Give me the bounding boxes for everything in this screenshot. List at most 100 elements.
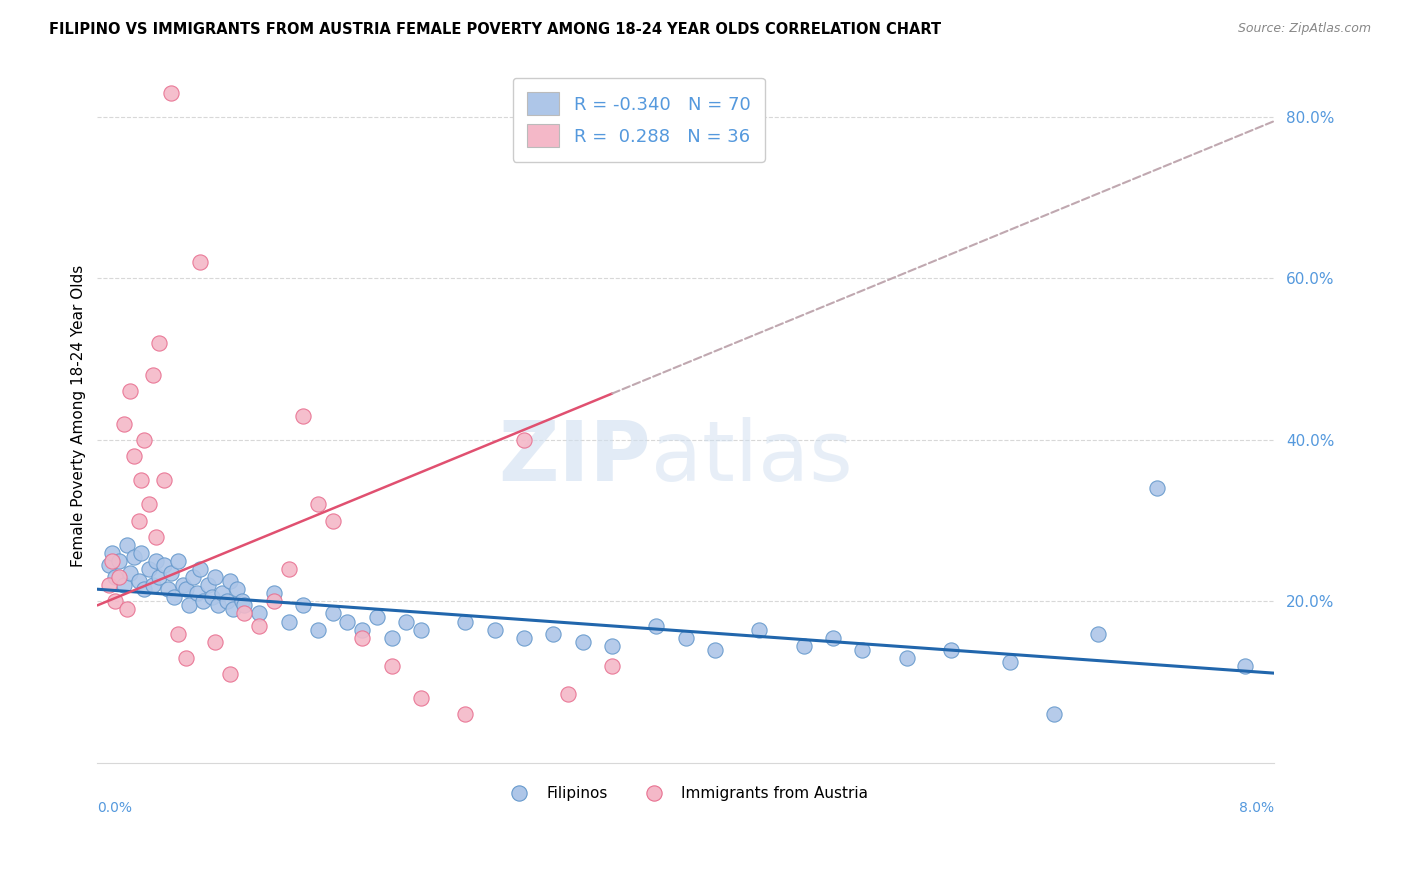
Point [484,623,506,637]
Point [201,591,224,605]
Point [128,574,150,589]
Point [381,659,404,673]
Point [112,578,135,592]
Point [181,570,204,584]
Point [263,594,285,608]
Point [292,409,315,423]
Point [128,514,150,528]
Point [148,570,170,584]
Point [454,707,477,722]
Point [1042,707,1064,722]
Point [188,255,211,269]
Point [112,417,135,431]
Point [1146,481,1168,495]
Point [118,566,141,580]
Point [98,558,121,572]
Point [222,602,245,616]
Point [115,538,138,552]
Point [215,594,238,608]
Point [156,582,179,597]
Point [197,578,219,592]
Point [939,642,962,657]
Point [336,615,359,629]
Text: 8.0%: 8.0% [1239,801,1274,815]
Point [247,607,270,621]
Point [207,599,229,613]
Point [101,554,124,568]
Point [167,554,190,568]
Point [409,691,432,706]
Point [211,586,233,600]
Point [118,384,141,399]
Point [292,599,315,613]
Point [247,618,270,632]
Point [186,586,208,600]
Point [188,562,211,576]
Point [115,602,138,616]
Text: ZIP: ZIP [498,417,651,498]
Point [101,546,124,560]
Point [322,514,344,528]
Point [352,623,374,637]
Point [233,599,256,613]
Point [98,578,121,592]
Point [793,639,815,653]
Point [307,498,329,512]
Point [381,631,404,645]
Point [602,639,624,653]
Point [233,607,256,621]
Point [142,578,165,592]
Point [193,594,215,608]
Text: Source: ZipAtlas.com: Source: ZipAtlas.com [1237,22,1371,36]
Point [675,631,697,645]
Point [513,631,536,645]
Point [104,594,127,608]
Point [704,642,727,657]
Point [160,86,183,100]
Legend: Filipinos, Immigrants from Austria: Filipinos, Immigrants from Austria [498,780,875,807]
Point [851,642,873,657]
Point [131,473,153,487]
Point [896,650,918,665]
Point [218,667,240,681]
Point [263,586,285,600]
Point [602,659,624,673]
Point [307,623,329,637]
Point [231,594,253,608]
Point [543,626,565,640]
Point [145,554,167,568]
Text: 0.0%: 0.0% [97,801,132,815]
Point [163,591,186,605]
Point [557,687,579,701]
Point [142,368,165,383]
Point [160,566,183,580]
Point [395,615,418,629]
Text: atlas: atlas [651,417,852,498]
Point [148,336,170,351]
Point [145,530,167,544]
Point [226,582,249,597]
Point [134,433,156,447]
Point [366,610,388,624]
Point [352,631,374,645]
Point [122,549,145,564]
Point [218,574,240,589]
Point [513,433,536,447]
Point [138,562,160,576]
Point [204,634,226,648]
Point [174,650,197,665]
Y-axis label: Female Poverty Among 18-24 Year Olds: Female Poverty Among 18-24 Year Olds [72,265,86,566]
Point [322,607,344,621]
Point [1087,626,1109,640]
Point [108,554,131,568]
Point [172,578,194,592]
Point [409,623,432,637]
Point [177,599,200,613]
Point [108,570,131,584]
Point [645,618,668,632]
Point [104,570,127,584]
Point [152,558,174,572]
Point [134,582,156,597]
Point [174,582,197,597]
Text: FILIPINO VS IMMIGRANTS FROM AUSTRIA FEMALE POVERTY AMONG 18-24 YEAR OLDS CORRELA: FILIPINO VS IMMIGRANTS FROM AUSTRIA FEMA… [49,22,942,37]
